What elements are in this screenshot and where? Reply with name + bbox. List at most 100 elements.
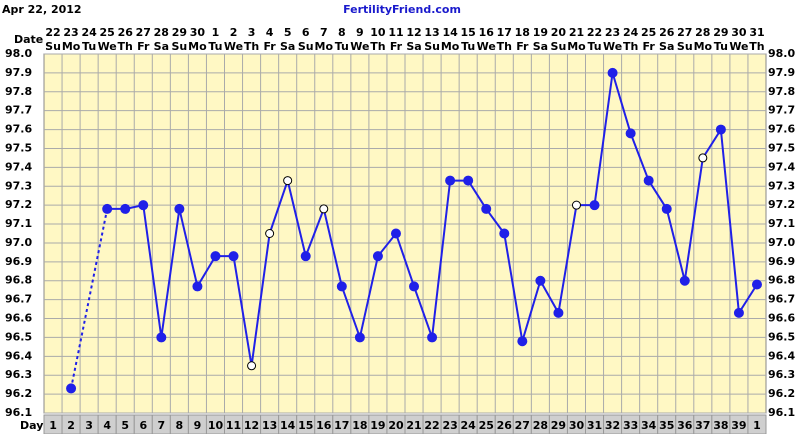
y-tick-label-right: 97.2 (768, 198, 795, 211)
day-label: 34 (641, 419, 657, 432)
temperature-point (589, 200, 600, 211)
date-label: 28 (695, 26, 710, 39)
date-label: 31 (749, 26, 764, 39)
weekday-label: Su (551, 40, 567, 53)
weekday-label: Tu (587, 40, 601, 53)
day-label: 20 (388, 419, 404, 432)
day-label: 31 (587, 419, 602, 432)
date-label: 25 (641, 26, 656, 39)
date-label: 17 (497, 26, 512, 39)
date-label: 6 (302, 26, 310, 39)
date-label: 12 (406, 26, 421, 39)
weekday-label: Th (370, 40, 385, 53)
weekday-label: Tu (461, 40, 475, 53)
temperature-point (156, 332, 167, 343)
y-tick-label: 96.7 (5, 293, 32, 306)
date-label: 29 (713, 26, 728, 39)
date-label: 1 (212, 26, 220, 39)
date-label: 26 (118, 26, 134, 39)
y-tick-label: 97.1 (5, 217, 32, 230)
weekday-label: Sa (406, 40, 421, 53)
weekday-label: Tu (208, 40, 222, 53)
day-label: 4 (103, 419, 111, 432)
day-label: 11 (226, 419, 241, 432)
date-label: 16 (479, 26, 495, 39)
temperature-point (679, 275, 690, 286)
weekday-label: Sa (533, 40, 548, 53)
day-label: 23 (442, 419, 457, 432)
date-label: 19 (533, 26, 548, 39)
temperature-point (192, 281, 203, 292)
weekday-label: Sa (280, 40, 295, 53)
day-label: 29 (551, 419, 566, 432)
weekday-label: Sa (659, 40, 674, 53)
date-label: 21 (569, 26, 584, 39)
date-label: 18 (515, 26, 530, 39)
temperature-point (445, 175, 456, 186)
chart-date: Apr 22, 2012 (2, 3, 82, 16)
date-label: 13 (424, 26, 439, 39)
weekday-label: Tu (714, 40, 728, 53)
date-row-label: Date (14, 33, 43, 46)
day-label: 2 (67, 419, 75, 432)
weekday-label: Su (677, 40, 693, 53)
weekday-label: Su (171, 40, 187, 53)
temperature-point (138, 200, 149, 211)
date-label: 7 (320, 26, 328, 39)
day-label: 1 (49, 419, 57, 432)
y-tick-label-right: 97.1 (768, 217, 795, 230)
date-label: 29 (172, 26, 187, 39)
temperature-point (571, 200, 581, 210)
gap-connector (70, 208, 109, 389)
y-tick-label: 96.4 (5, 349, 32, 362)
date-label: 30 (190, 26, 206, 39)
date-label: 10 (370, 26, 386, 39)
day-label: 39 (731, 419, 746, 432)
y-tick-label: 97.3 (5, 179, 32, 192)
temperature-point (66, 383, 77, 394)
temperature-point (751, 279, 762, 290)
day-label: 21 (406, 419, 421, 432)
day-label: 19 (370, 419, 385, 432)
temperature-point (553, 307, 564, 318)
y-tick-label-right: 96.9 (768, 255, 795, 268)
temperature-point (463, 175, 474, 186)
weekday-label: Mo (315, 40, 334, 53)
weekday-label: Fr (516, 40, 529, 53)
weekday-label: Fr (390, 40, 403, 53)
temperature-point (409, 281, 420, 292)
day-label: 9 (194, 419, 202, 432)
y-tick-label-right: 97.9 (768, 66, 795, 79)
y-tick-label: 97.7 (5, 104, 32, 117)
weekday-label: Sa (154, 40, 169, 53)
weekday-label: Th (118, 40, 133, 53)
temperature-point (643, 175, 654, 186)
day-label: 28 (533, 419, 548, 432)
date-label: 26 (659, 26, 675, 39)
y-tick-label: 96.8 (5, 274, 32, 287)
day-label: 30 (569, 419, 585, 432)
y-tick-label: 96.6 (5, 312, 32, 325)
y-tick-label: 97.8 (5, 85, 32, 98)
date-label: 9 (356, 26, 364, 39)
y-tick-label: 96.1 (5, 406, 32, 419)
date-label: 5 (284, 26, 292, 39)
date-label: 2 (230, 26, 238, 39)
weekday-label: Mo (62, 40, 81, 53)
temperature-point (715, 124, 726, 135)
weekday-label: We (98, 40, 117, 53)
weekday-label: We (224, 40, 243, 53)
y-tick-label-right: 97.7 (768, 104, 795, 117)
weekday-label: Tu (82, 40, 96, 53)
temperature-point (625, 128, 636, 139)
date-label: 4 (266, 26, 274, 39)
weekday-label: Fr (264, 40, 277, 53)
y-tick-label-right: 97.5 (768, 141, 795, 154)
y-tick-label: 96.3 (5, 368, 32, 381)
temperature-point (733, 307, 744, 318)
weekday-label: We (350, 40, 369, 53)
day-label: 27 (515, 419, 530, 432)
day-label: 14 (280, 419, 296, 432)
day-label: 16 (316, 419, 332, 432)
